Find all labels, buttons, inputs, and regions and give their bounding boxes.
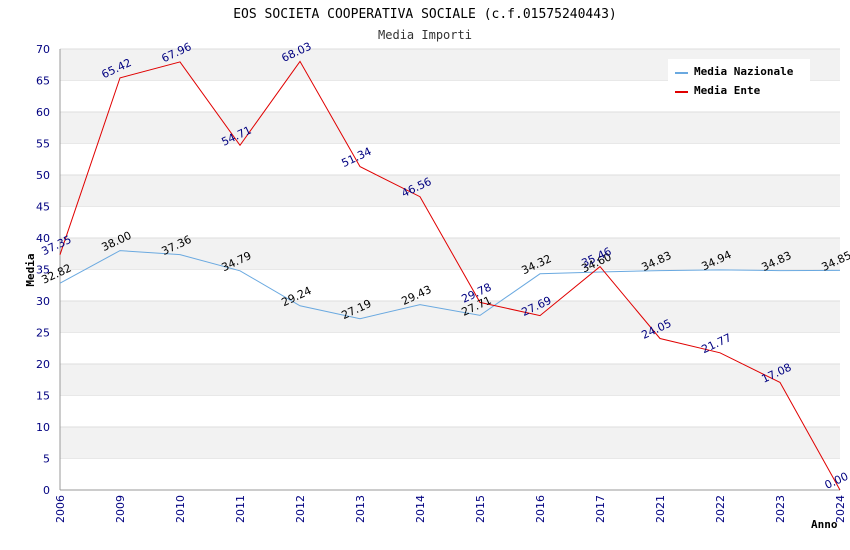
x-tick-label: 2016 <box>534 495 547 523</box>
x-tick-label: 2024 <box>834 495 847 523</box>
legend: Media Nazionale Media Ente <box>668 59 810 101</box>
y-axis-label: Media <box>24 253 37 286</box>
axes <box>59 49 840 491</box>
y-tick-label: 65 <box>36 75 50 88</box>
y-tick-label: 40 <box>36 232 50 245</box>
grid-band <box>60 112 840 144</box>
y-tick-labels: 0 5 10 15 20 25 30 35 40 45 50 55 60 65 70 <box>36 43 50 497</box>
grid-band <box>60 238 840 270</box>
x-tick-label: 2009 <box>114 495 127 523</box>
x-tick-label: 2010 <box>174 495 187 523</box>
x-tick-labels: 2006 2009 2010 2011 2012 2013 2014 2015 2016 2017… <box>54 495 847 523</box>
chart-subtitle: Media Importi <box>378 28 472 42</box>
y-tick-label: 35 <box>36 264 50 277</box>
y-tick-label: 20 <box>36 358 50 371</box>
grid-band <box>60 427 840 459</box>
grid-band <box>60 301 840 333</box>
y-tick-label: 30 <box>36 295 50 308</box>
x-tick-label: 2011 <box>234 495 247 523</box>
legend-label-media-nazionale: Media Nazionale <box>694 65 794 78</box>
y-tick-label: 55 <box>36 138 50 151</box>
series-line-media-nazionale <box>59 250 841 320</box>
x-tick-label: 2017 <box>594 495 607 523</box>
y-tick-label: 50 <box>36 169 50 182</box>
y-tick-label: 45 <box>36 201 50 214</box>
x-tick-label: 2023 <box>774 495 787 523</box>
y-tick-label: 60 <box>36 106 50 119</box>
legend-label-media-ente: Media Ente <box>694 84 761 97</box>
x-tick-label: 2014 <box>414 495 427 523</box>
grid-band <box>60 364 840 396</box>
y-tick-label: 10 <box>36 421 50 434</box>
chart-title: EOS SOCIETA COOPERATIVA SOCIALE (c.f.015… <box>233 7 617 22</box>
y-tick-label: 70 <box>36 43 50 56</box>
x-tick-label: 2012 <box>294 495 307 523</box>
data-label-media-ente: 0.00 <box>823 470 850 492</box>
data-label-media-ente: 51.34 <box>339 145 373 170</box>
x-tick-label: 2013 <box>354 495 367 523</box>
y-tick-label: 5 <box>43 453 50 466</box>
y-tick-label: 25 <box>36 327 50 340</box>
x-tick-label: 2006 <box>54 495 67 523</box>
series-lines <box>59 60 841 491</box>
x-tick-label: 2015 <box>474 495 487 523</box>
x-tick-label: 2022 <box>714 495 727 523</box>
legend-box <box>668 59 810 101</box>
x-tick-label: 2021 <box>654 495 667 523</box>
series-line-media-ente <box>59 60 841 491</box>
x-axis-label: Anno <box>811 518 838 531</box>
y-tick-label: 15 <box>36 390 50 403</box>
grid-band <box>60 175 840 207</box>
grid-bands <box>60 48 840 459</box>
y-tick-label: 0 <box>43 484 50 497</box>
